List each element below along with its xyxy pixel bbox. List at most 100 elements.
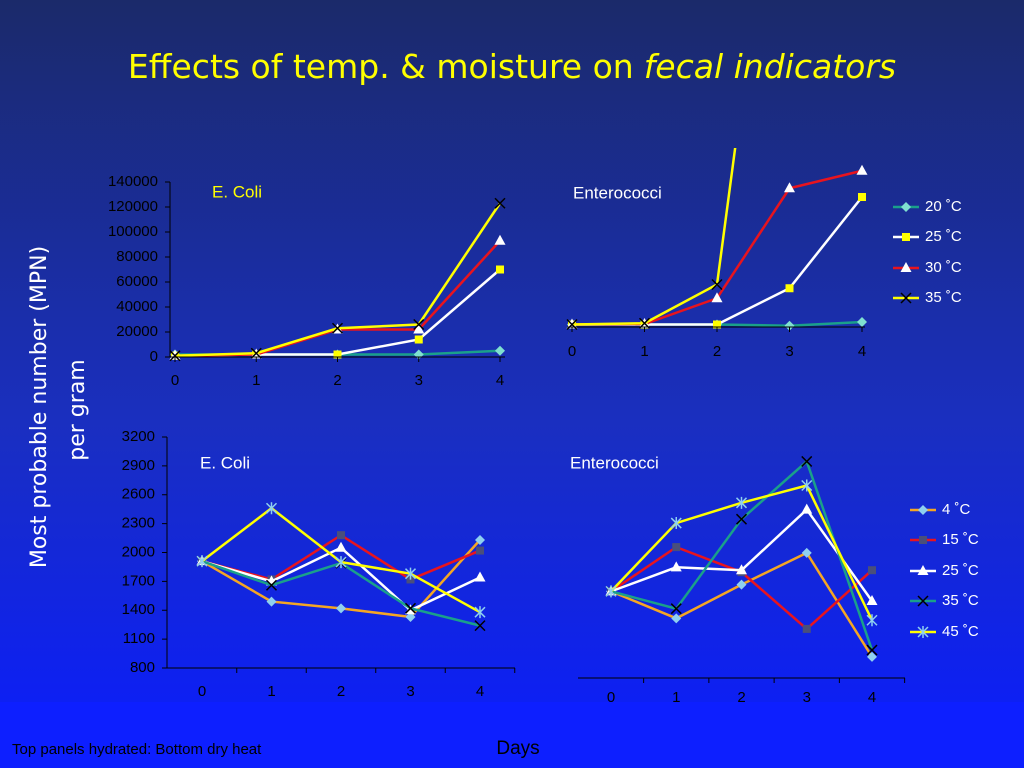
- y-tick-label: 120000: [108, 198, 158, 215]
- marker: [413, 323, 425, 334]
- y-tick-label: 80000: [116, 248, 158, 265]
- chart: [566, 148, 868, 331]
- marker: [867, 651, 877, 662]
- chart-title: E. Coli: [212, 182, 262, 201]
- legend-marker: [900, 262, 912, 272]
- legend-label: 20 ˚C: [925, 198, 962, 215]
- x-tick-label: 1: [672, 689, 680, 706]
- marker: [331, 322, 344, 334]
- marker: [711, 278, 723, 291]
- marker: [494, 234, 506, 245]
- marker: [566, 318, 578, 331]
- legend-label: 25 ˚C: [925, 228, 962, 245]
- x-tick-label: 3: [785, 343, 793, 360]
- x-axis-label: Days: [496, 738, 539, 759]
- marker: [713, 320, 721, 329]
- marker: [670, 517, 682, 530]
- y-tick-label: 2300: [122, 515, 155, 532]
- marker: [404, 567, 417, 580]
- marker: [337, 531, 345, 540]
- marker: [784, 182, 795, 193]
- y-tick-label: 2600: [122, 486, 155, 503]
- legend-marker: [918, 505, 928, 515]
- legend-marker: [901, 202, 911, 212]
- legend-label: 45 ˚C: [942, 623, 979, 640]
- marker: [495, 345, 505, 356]
- legend-label: 4 ˚C: [942, 501, 971, 518]
- legend-label: 25 ˚C: [942, 562, 979, 579]
- chart: [169, 197, 506, 362]
- marker: [670, 603, 682, 615]
- chart-title: Enterococci: [570, 453, 659, 472]
- marker: [405, 611, 416, 622]
- marker: [265, 579, 278, 591]
- y-tick-label: 1100: [123, 630, 155, 647]
- legend-marker: [902, 233, 910, 241]
- marker: [404, 602, 417, 614]
- title-text: Effects of temp. & moisture on: [128, 47, 634, 86]
- marker: [266, 596, 277, 607]
- marker: [801, 503, 813, 514]
- marker: [670, 561, 682, 572]
- x-tick-label: 3: [406, 683, 414, 700]
- x-tick-label: 2: [333, 372, 341, 389]
- marker: [169, 350, 181, 362]
- legend-label: 30 ˚C: [925, 259, 962, 276]
- x-tick-label: 4: [496, 372, 504, 389]
- x-tick-label: 3: [415, 372, 423, 389]
- marker: [735, 513, 748, 525]
- y-tick-label: 1400: [122, 601, 155, 618]
- marker: [785, 284, 794, 293]
- marker: [671, 613, 682, 624]
- chart: [605, 455, 878, 662]
- x-tick-label: 1: [252, 372, 260, 389]
- x-tick-label: 2: [713, 343, 721, 360]
- marker: [784, 320, 795, 331]
- y-tick-label: 800: [130, 659, 155, 676]
- legend-marker: [900, 292, 912, 304]
- x-tick-label: 0: [171, 372, 179, 389]
- x-tick-label: 3: [803, 689, 811, 706]
- x-tick-label: 4: [476, 683, 484, 700]
- marker: [474, 620, 486, 632]
- series-line: [571, 148, 737, 326]
- marker: [265, 502, 278, 515]
- x-tick-label: 2: [737, 689, 745, 706]
- marker: [857, 317, 867, 327]
- marker: [858, 193, 866, 201]
- y-tick-label: 60000: [116, 273, 158, 290]
- y-tick-label: 40000: [116, 298, 158, 315]
- marker: [474, 571, 486, 582]
- x-tick-label: 0: [198, 683, 206, 700]
- marker: [801, 455, 813, 467]
- marker: [735, 496, 748, 509]
- marker: [474, 606, 486, 619]
- marker: [801, 547, 812, 558]
- x-tick-label: 0: [568, 343, 576, 360]
- x-tick-label: 1: [640, 343, 648, 360]
- y-tick-label: 20000: [116, 323, 158, 340]
- marker: [866, 614, 878, 627]
- marker: [605, 585, 617, 598]
- marker: [413, 318, 425, 331]
- marker: [866, 644, 878, 656]
- legend-label: 35 ˚C: [925, 289, 962, 306]
- y-tick-label: 100000: [108, 223, 158, 240]
- chart: [196, 502, 486, 632]
- marker: [866, 595, 878, 605]
- marker: [333, 350, 342, 359]
- marker: [494, 197, 506, 209]
- footnote: Top panels hydrated: Bottom dry heat: [12, 741, 262, 758]
- slide-title: Effects of temp. & moisture on fecal indi…: [128, 47, 896, 86]
- marker: [335, 556, 347, 569]
- y-tick-label: 1700: [122, 572, 155, 589]
- marker: [802, 624, 811, 633]
- marker: [711, 292, 723, 303]
- legend-marker: [917, 595, 929, 607]
- charts: E. Coli 0 1 2 3 4 0 20000 40000 60000 80000 100000 1…: [108, 148, 979, 706]
- marker: [475, 534, 485, 545]
- marker: [496, 265, 504, 274]
- marker: [336, 603, 346, 614]
